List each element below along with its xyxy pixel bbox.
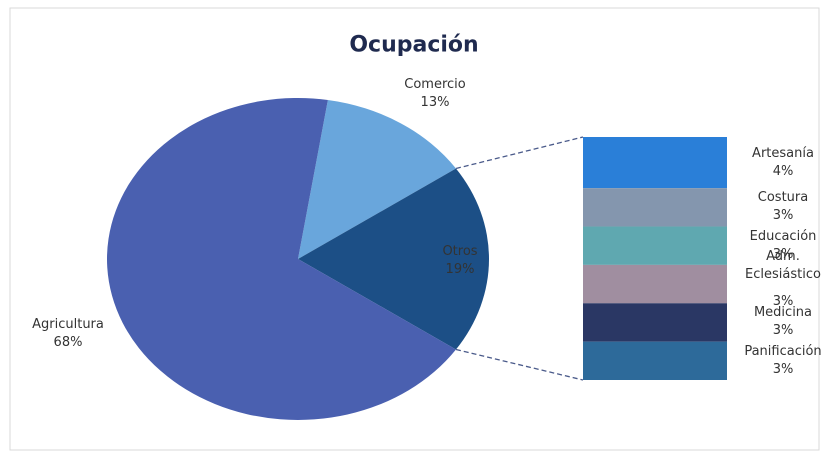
breakout-category-label: Artesanía — [752, 145, 814, 161]
slice-value-label: 13% — [420, 95, 450, 110]
slice-value-label: 68% — [53, 335, 83, 350]
breakout-segment — [583, 226, 727, 265]
breakout-category-label: Adm. Eclesiástico — [745, 249, 821, 283]
breakout-segment — [583, 303, 727, 342]
breakout-category-label: Educación — [749, 228, 817, 244]
breakout-value-label: 4% — [772, 163, 794, 179]
slice-category-label: Comercio — [404, 77, 466, 92]
breakout-segment — [583, 188, 727, 227]
breakout-value-label: 3% — [772, 208, 794, 224]
slice-value-label: 19% — [445, 262, 475, 277]
chart-title: Ocupación — [349, 32, 479, 58]
slice-category-label: Otros — [442, 244, 478, 259]
breakout-category-label: Costura — [757, 190, 809, 206]
slice-category-label: Agricultura — [32, 317, 104, 332]
pie-slice — [107, 98, 456, 420]
pie-slice — [298, 168, 489, 350]
connector-line — [455, 348, 584, 381]
breakout-segment — [583, 264, 727, 304]
breakout-value-label: 3% — [772, 361, 794, 377]
pie-slice — [298, 99, 456, 259]
breakout-value-label: 3% — [772, 323, 794, 339]
breakout-segment — [583, 137, 727, 189]
breakout-category-label: Medicina — [753, 305, 813, 321]
breakout-category-label: Panificación — [744, 343, 822, 359]
breakout-segment — [583, 341, 727, 380]
breakout-value-label: 3% — [772, 294, 794, 310]
connector-line — [455, 136, 584, 170]
breakout-value-label: 3% — [772, 246, 794, 262]
